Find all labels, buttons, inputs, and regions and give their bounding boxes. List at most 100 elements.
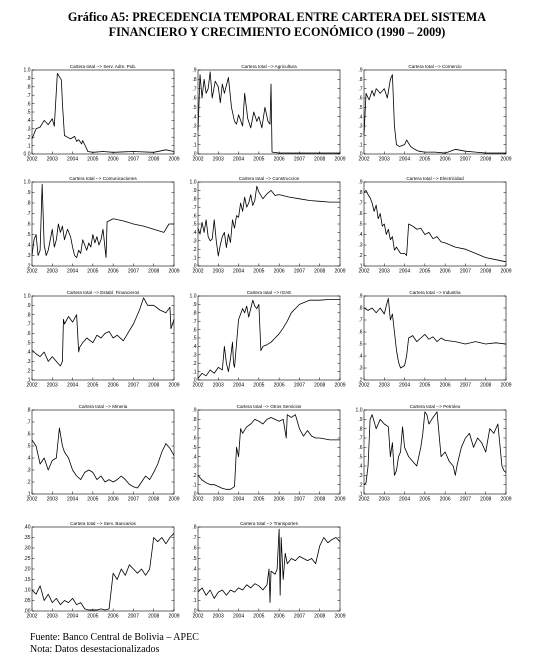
y-tick-label: .7: [192, 319, 196, 325]
x-tick-label: 2007: [294, 497, 305, 503]
chart-frame: [197, 181, 341, 267]
x-tick-label: 2006: [108, 383, 119, 389]
x-tick-label: 2009: [500, 269, 511, 275]
x-tick-label: 2009: [334, 614, 345, 620]
y-tick-label: .1: [26, 378, 30, 384]
y-tick-label: .1: [26, 143, 30, 149]
x-tick-label: 2009: [500, 383, 511, 389]
y-tick-label: .9: [26, 190, 30, 196]
y-tick-label: .6: [358, 330, 362, 336]
y-tick-label: .9: [192, 188, 196, 194]
x-tick-label: 2002: [192, 157, 203, 163]
y-tick-label: .6: [192, 546, 196, 552]
y-tick-label: .9: [192, 302, 196, 308]
x-tick-label: 2005: [253, 157, 264, 163]
y-tick-label: 1.0: [190, 294, 197, 300]
chart-title: Cartera total --> Serv. Bancarios: [70, 521, 136, 526]
chart-panel-10: Cartera total --> Mineria .1 .2 .3 .4 .5 .6 .7.…: [26, 404, 179, 503]
x-tick-label: 2008: [314, 614, 325, 620]
x-tick-label: 2009: [500, 497, 511, 503]
y-tick-label: .9: [358, 294, 362, 300]
x-tick-label: 2007: [294, 269, 305, 275]
y-tick-label: .40: [24, 525, 31, 531]
y-tick-label: .5: [358, 454, 362, 460]
x-tick-label: 2008: [148, 383, 159, 389]
x-tick-label: 2008: [148, 497, 159, 503]
x-tick-label: 2005: [419, 497, 430, 503]
x-tick-label: 2003: [379, 269, 390, 275]
x-tick-label: 2006: [440, 383, 451, 389]
series-line: [363, 297, 507, 369]
x-tick-label: 2006: [108, 269, 119, 275]
x-tick-label: 2007: [460, 269, 471, 275]
x-tick-label: 2008: [148, 157, 159, 163]
x-tick-label: 2009: [334, 157, 345, 163]
x-tick-label: 2005: [87, 383, 98, 389]
y-tick-label: .2: [192, 361, 196, 367]
x-tick-label: 2006: [274, 383, 285, 389]
x-tick-label: 2008: [148, 614, 159, 620]
x-tick-label: 2006: [440, 497, 451, 503]
chart-frame: [31, 409, 175, 495]
y-tick-label: .7: [192, 535, 196, 541]
chart-title: Cartera total --> Serv. Adm. Pub.: [70, 64, 136, 69]
y-tick-label: .8: [26, 408, 30, 414]
y-tick-label: 1.0: [190, 180, 197, 186]
chart-panel-11: Cartera total --> Otros Servicios .0 .1 .2.…: [192, 404, 345, 503]
y-tick-label: .5: [192, 445, 196, 451]
y-tick-label: .4: [26, 350, 30, 356]
y-tick-label: .2: [26, 135, 30, 141]
y-tick-label: .1: [26, 492, 30, 498]
x-tick-label: 2005: [87, 497, 98, 503]
y-tick-label: .15: [24, 577, 31, 583]
x-tick-label: 2009: [334, 497, 345, 503]
y-tick-label: .3: [26, 253, 30, 259]
chart-frame: [363, 295, 507, 381]
y-tick-label: .4: [358, 114, 362, 120]
x-tick-label: 2003: [213, 383, 224, 389]
y-tick-label: .2: [358, 378, 362, 384]
y-tick-label: .8: [192, 525, 196, 531]
y-tick-label: .3: [26, 127, 30, 133]
y-tick-label: .9: [192, 68, 196, 74]
source-note: Fuente: Banco Central de Bolivia – APEC: [30, 632, 199, 643]
x-tick-label: 2003: [47, 383, 58, 389]
y-tick-label: .8: [26, 85, 30, 91]
y-tick-label: .9: [358, 180, 362, 186]
y-tick-label: 1.0: [24, 180, 31, 186]
x-tick-label: 2005: [419, 269, 430, 275]
x-tick-label: 2008: [480, 383, 491, 389]
y-tick-label: .2: [358, 253, 362, 259]
x-tick-label: 2003: [47, 157, 58, 163]
y-tick-label: .8: [358, 306, 362, 312]
x-tick-label: 2007: [460, 383, 471, 389]
chart-title: Cartera total --> Comunicaciones: [69, 176, 137, 181]
y-tick-label: .20: [24, 567, 31, 573]
y-tick-label: .9: [26, 76, 30, 82]
y-tick-label: .8: [358, 77, 362, 83]
y-tick-label: .2: [26, 480, 30, 486]
y-tick-label: .1: [358, 492, 362, 498]
x-tick-label: 2009: [168, 269, 179, 275]
y-tick-label: .0: [192, 609, 196, 615]
y-tick-label: .5: [358, 342, 362, 348]
x-tick-label: 2004: [233, 157, 244, 163]
chart-title: Cartera total --> Transportes: [240, 521, 299, 526]
x-tick-label: 2004: [233, 383, 244, 389]
y-tick-label: .4: [192, 344, 196, 350]
x-tick-label: 2004: [67, 157, 78, 163]
x-tick-label: 2005: [419, 383, 430, 389]
y-tick-label: .9: [192, 408, 196, 414]
chart-frame: [31, 181, 175, 267]
y-tick-label: .10: [24, 588, 31, 594]
data-note: Nota: Datos desestacionalizados: [30, 644, 160, 655]
x-tick-label: 2006: [108, 614, 119, 620]
y-tick-label: .0: [192, 378, 196, 384]
y-tick-label: .25: [24, 556, 31, 562]
x-tick-label: 2003: [379, 497, 390, 503]
y-tick-label: .4: [358, 232, 362, 238]
y-tick-label: .1: [192, 142, 196, 148]
chart-frame: [363, 409, 507, 495]
y-tick-label: .0: [358, 152, 362, 158]
